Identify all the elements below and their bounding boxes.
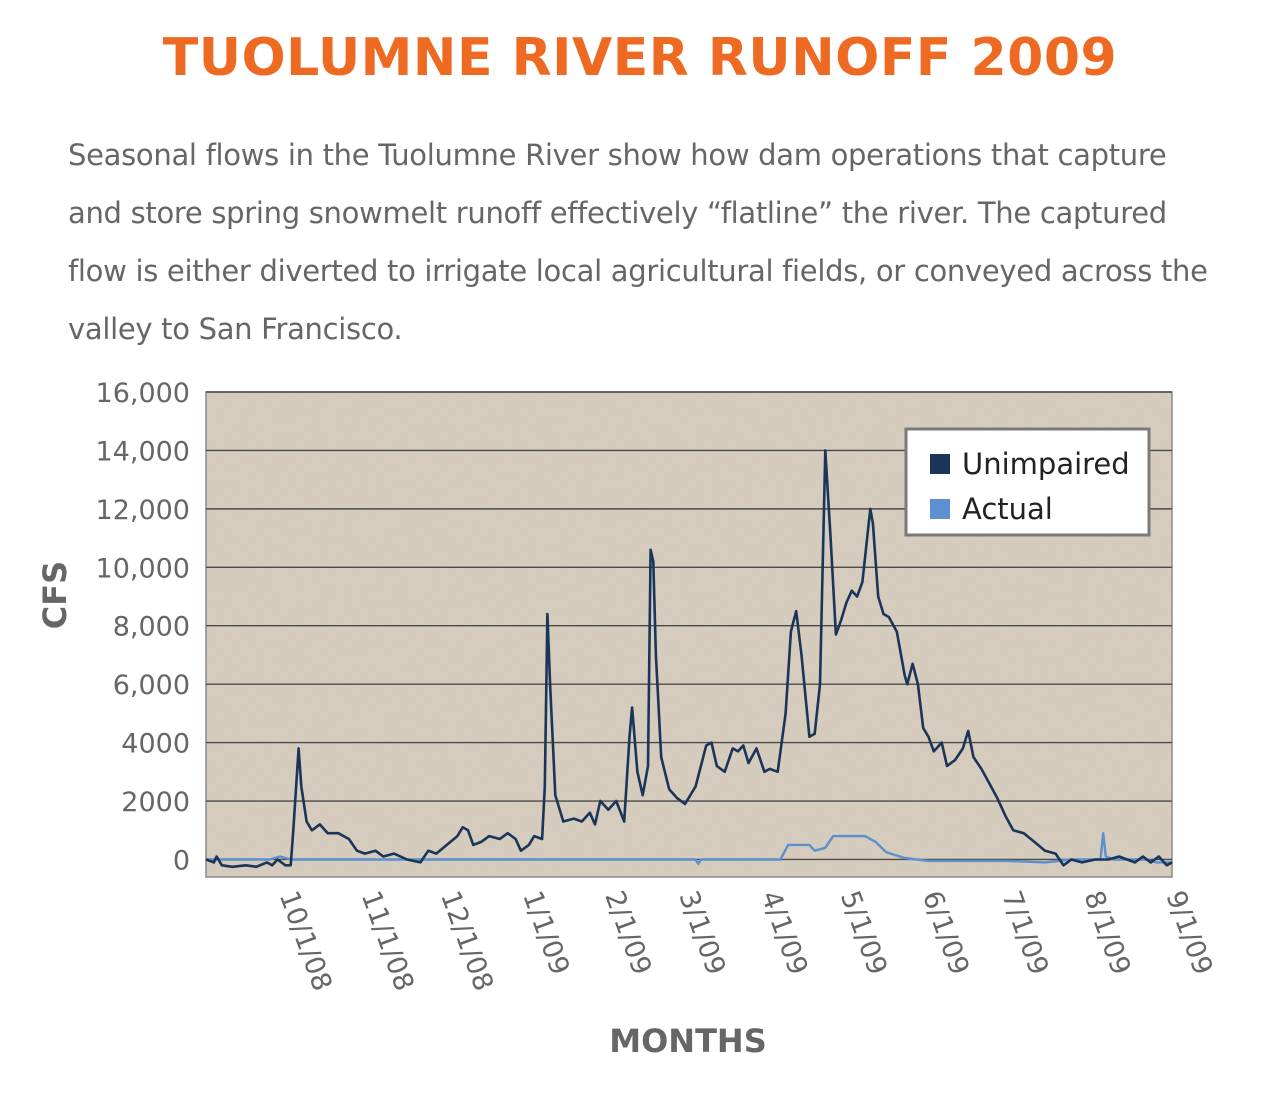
x-tick-label: 6/1/09 [916, 887, 975, 979]
y-tick-label: 12,000 [96, 495, 190, 526]
x-tick-label: 5/1/09 [834, 887, 893, 979]
x-tick-label: 1/1/09 [516, 887, 575, 979]
legend: Unimpaired Actual [904, 427, 1151, 537]
runoff-line-chart: 16,000 14,000 12,000 10,000 8,000 6,000 4000 20… [36, 378, 1218, 1060]
series-line-unimpaired [205, 449, 1173, 869]
x-tick-label: 4/1/09 [755, 887, 814, 979]
legend-swatch-unimpaired [930, 454, 950, 474]
x-tick-label: 2/1/09 [598, 887, 657, 979]
x-tick-label: 3/1/09 [672, 887, 731, 979]
y-tick-label: 14,000 [96, 436, 190, 467]
x-tick-label: 9/1/09 [1159, 887, 1218, 979]
y-tick-label: 0 [173, 845, 190, 876]
x-axis-ticks: 10/1/08 11/1/08 12/1/08 1/1/09 2/1/09 3/1/09 4… [273, 887, 1218, 995]
y-tick-label: 8,000 [113, 612, 190, 643]
y-axis-ticks: 16,000 14,000 12,000 10,000 8,000 6,000 4000 20… [96, 378, 190, 876]
x-tick-label: 7/1/09 [995, 887, 1054, 979]
x-tick-label: 11/1/08 [355, 887, 420, 995]
page-title: TUOLUMNE RIVER RUNOFF 2009 [162, 28, 1118, 88]
y-tick-label: 16,000 [96, 378, 190, 409]
y-tick-label: 4000 [121, 729, 190, 760]
legend-label-actual: Actual [962, 492, 1053, 526]
legend-swatch-actual [930, 499, 950, 519]
series-layer [205, 449, 1173, 869]
x-axis-title: MONTHS [609, 1022, 766, 1060]
legend-label-unimpaired: Unimpaired [962, 447, 1130, 481]
legend-box [904, 427, 1151, 537]
x-tick-label: 8/1/09 [1077, 887, 1136, 979]
y-tick-label: 10,000 [96, 553, 190, 584]
y-tick-label: 2000 [121, 787, 190, 818]
x-tick-label: 12/1/08 [434, 887, 499, 995]
series-line-actual [206, 832, 1172, 866]
y-axis-title: CFS [36, 561, 74, 629]
x-tick-label: 10/1/08 [273, 887, 338, 995]
y-tick-label: 6,000 [113, 670, 190, 701]
chart-description: Seasonal flows in the Tuolumne River sho… [68, 138, 1208, 346]
